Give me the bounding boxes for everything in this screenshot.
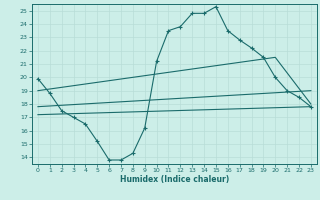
X-axis label: Humidex (Indice chaleur): Humidex (Indice chaleur) (120, 175, 229, 184)
